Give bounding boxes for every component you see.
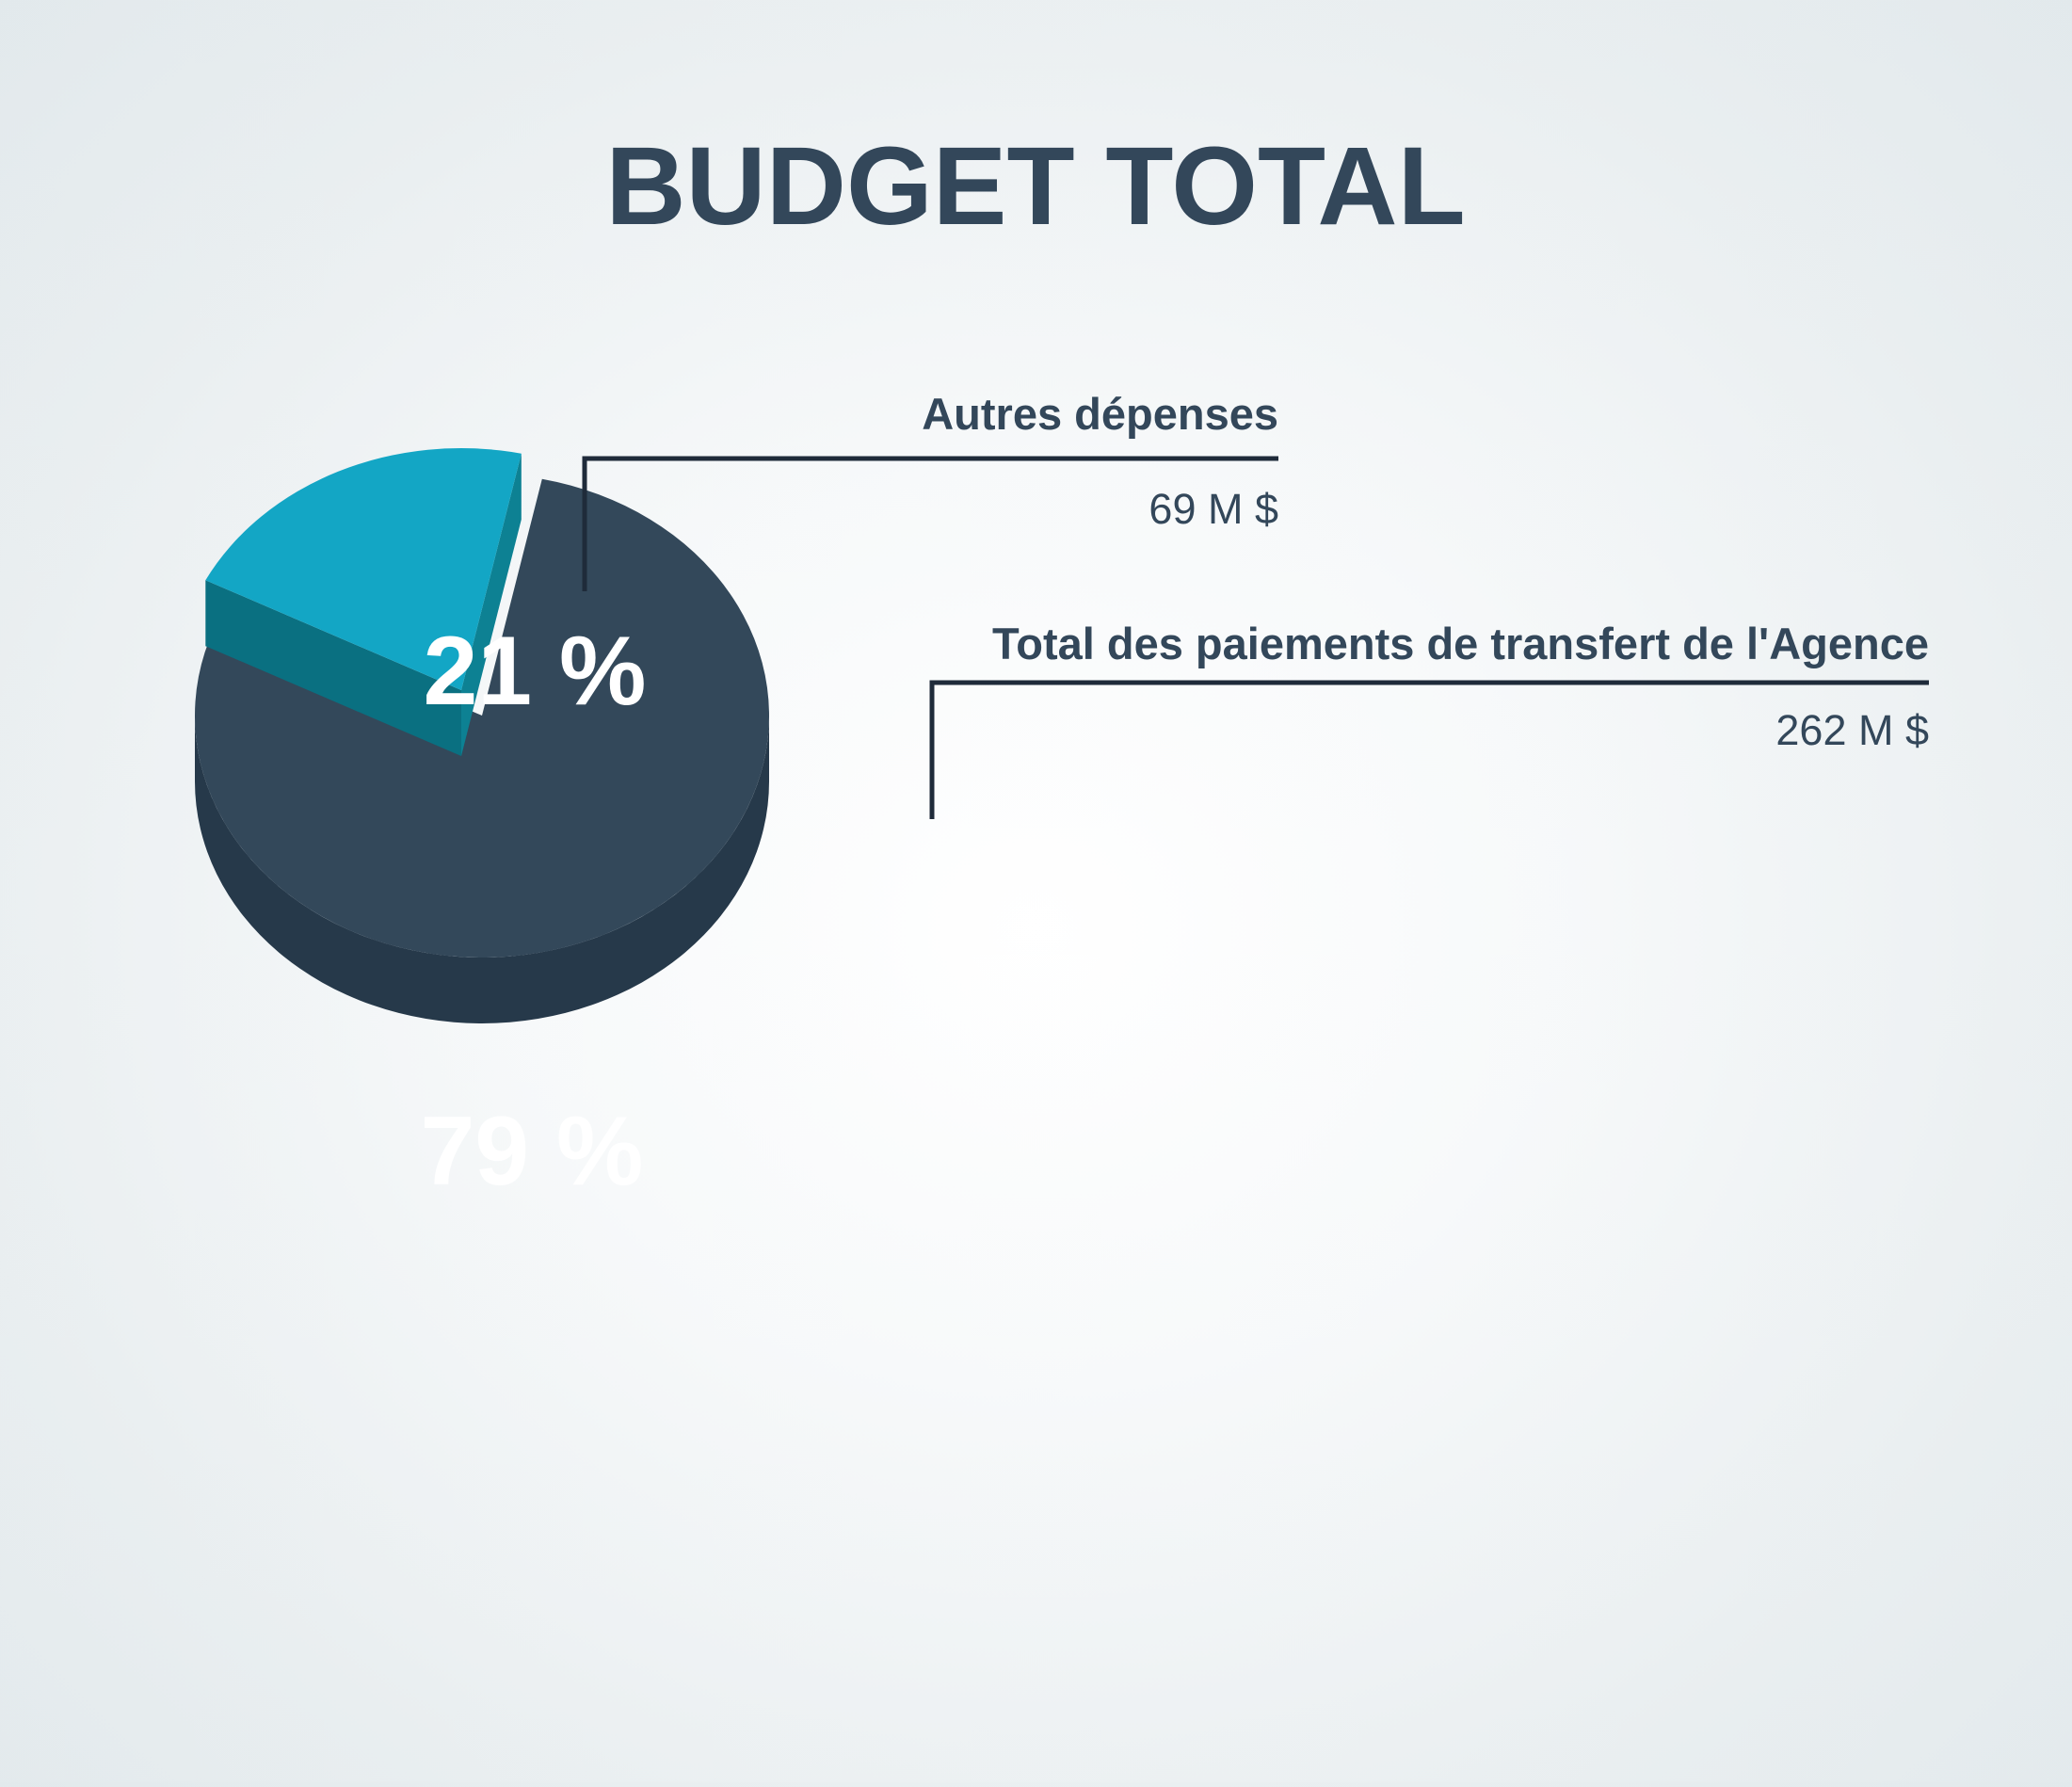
- callout-total-paiements-leader-line: [929, 680, 1929, 819]
- callout-autres-depenses-leader-line: [582, 456, 1278, 591]
- chart-title: BUDGET TOTAL: [605, 124, 1465, 249]
- slice-total-paiements: [194, 478, 769, 958]
- slice-autres-depenses: [205, 448, 522, 690]
- callout-labels: 79 % 21 % Autres dépenses 69 M $ Total des p…: [420, 389, 1929, 1206]
- callout-total-paiements-value: 262 M $: [1775, 706, 1929, 754]
- slice-edge-autres-depenses: [461, 453, 522, 756]
- callout-autres-depenses-value: 69 M $: [1148, 485, 1278, 533]
- slice-side-autres-depenses: [205, 580, 461, 756]
- pie-slices: [194, 448, 769, 1023]
- callout-autres-depenses-label: Autres dépenses: [922, 389, 1278, 439]
- slice-side-total-paiements: [195, 716, 769, 1023]
- callout-total-paiements-label: Total des paiements de transfert de l'Ag…: [992, 619, 1929, 668]
- percent-label-autres-depenses: 21 %: [423, 617, 646, 726]
- percent-label-total-paiements: 79 %: [420, 1097, 643, 1206]
